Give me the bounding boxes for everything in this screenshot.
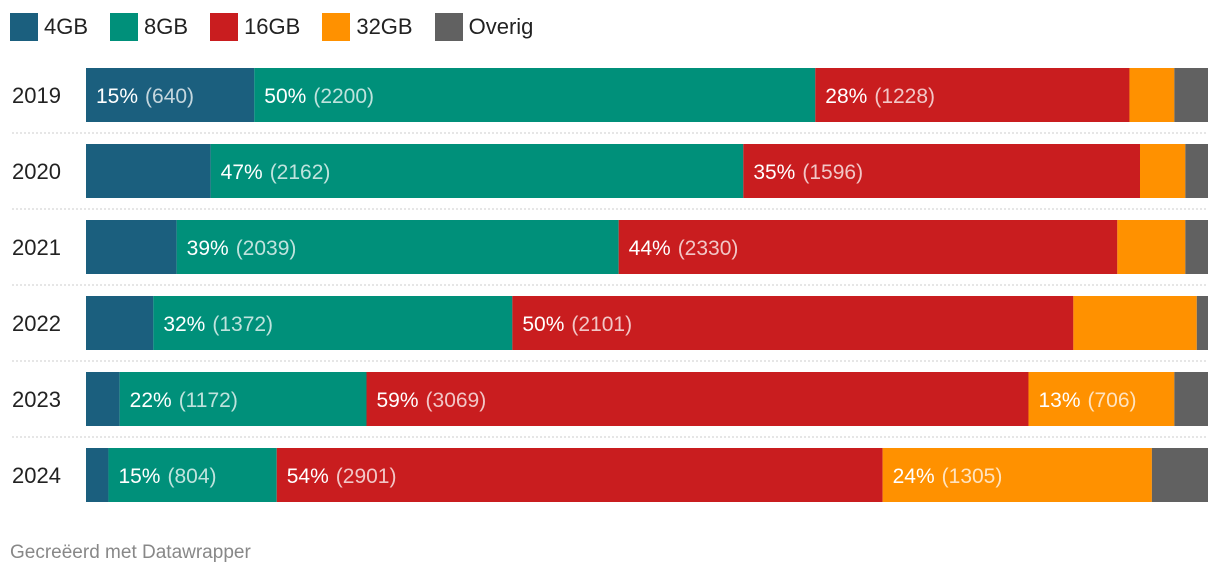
data-label-percent: 13% xyxy=(1038,389,1080,412)
bar-segment-8gb xyxy=(210,144,744,198)
legend-label: 4GB xyxy=(44,14,89,39)
legend-item-8gb: 8GB xyxy=(110,13,188,41)
data-label-count: (2039) xyxy=(236,237,297,260)
legend-label: 8GB xyxy=(144,14,189,39)
data-label-count: (1372) xyxy=(212,313,273,336)
bar-data-label: 44% (2330) xyxy=(629,237,739,260)
data-label-count: (1596) xyxy=(802,161,863,184)
bar-data-label: 50% (2200) xyxy=(264,85,374,108)
data-label-count: (1172) xyxy=(179,389,238,412)
bar-segment-overig xyxy=(1185,220,1208,274)
bar-segment-overig xyxy=(1174,372,1208,426)
bar-segment-16gb xyxy=(618,220,1118,274)
bar-segment-overig xyxy=(1185,144,1208,198)
legend-label: Overig xyxy=(468,14,534,39)
footer-credit: Gecreëerd met Datawrapper xyxy=(10,542,251,563)
data-label-percent: 47% xyxy=(221,161,263,184)
data-label-count: (706) xyxy=(1088,389,1137,412)
data-label-percent: 24% xyxy=(893,465,935,488)
data-label-percent: 15% xyxy=(118,465,160,488)
legend-swatch xyxy=(210,13,239,41)
data-label-count: (2901) xyxy=(336,465,397,488)
bar-data-label: 35% (1596) xyxy=(753,161,863,184)
bar-segment-32gb xyxy=(1140,144,1186,198)
legend-swatch xyxy=(434,13,463,41)
legend-label: 32GB xyxy=(356,14,413,39)
row-label: 2019 xyxy=(12,83,61,108)
legend-swatch xyxy=(110,13,139,41)
legend-label: 16GB xyxy=(244,14,301,39)
legend-swatch xyxy=(322,13,351,41)
legend-item-4gb: 4GB xyxy=(10,13,88,41)
bar-data-label: 50% (2101) xyxy=(522,313,632,336)
stacked-bar-chart: 2019 15% (640) 50% (2200) 28% (1228) 2020 47% (21… xyxy=(12,68,1208,502)
row-label: 2020 xyxy=(12,159,61,184)
legend-item-overig: Overig xyxy=(434,13,534,41)
row-label: 2021 xyxy=(12,235,61,260)
bar-data-label: 13% (706) xyxy=(1038,389,1136,412)
legend-item-16gb: 16GB xyxy=(210,13,300,41)
data-label-percent: 15% xyxy=(96,85,138,108)
data-label-count: (1305) xyxy=(942,465,1003,488)
data-label-percent: 32% xyxy=(163,313,205,336)
bar-segment-overig xyxy=(1196,296,1208,350)
data-label-percent: 35% xyxy=(753,161,795,184)
data-label-count: (1228) xyxy=(874,85,935,108)
bar-segment-4gb xyxy=(86,220,177,274)
data-label-percent: 50% xyxy=(522,313,564,336)
bar-segment-32gb xyxy=(882,448,1152,502)
data-label-count: (3069) xyxy=(426,389,487,412)
row-label: 2022 xyxy=(12,311,61,336)
bar-segment-8gb xyxy=(176,220,619,274)
bar-segment-16gb xyxy=(815,68,1130,122)
bar-segment-16gb xyxy=(512,296,1074,350)
bar-segment-8gb xyxy=(108,448,277,502)
bar-data-label: 47% (2162) xyxy=(221,161,331,184)
legend: 4GB 8GB 16GB 32GB Overig xyxy=(10,12,555,42)
bar-segment-8gb xyxy=(119,372,367,426)
data-label-percent: 39% xyxy=(187,237,229,260)
legend-swatch xyxy=(10,13,38,41)
row-label: 2023 xyxy=(12,387,61,412)
data-label-count: (640) xyxy=(145,85,194,108)
bar-data-label: 39% (2039) xyxy=(187,237,297,260)
data-label-percent: 22% xyxy=(130,389,172,412)
bar-segment-32gb xyxy=(1117,220,1186,274)
bar-segment-4gb xyxy=(86,372,120,426)
row-label: 2024 xyxy=(12,463,61,488)
bar-data-label: 15% (640) xyxy=(96,85,194,108)
data-label-count: (2162) xyxy=(270,161,331,184)
bar-segment-16gb xyxy=(743,144,1140,198)
bar-segment-16gb xyxy=(276,448,883,502)
bar-data-label: 15% (804) xyxy=(118,465,216,488)
bar-data-label: 28% (1228) xyxy=(825,85,935,108)
bar-segment-4gb xyxy=(86,448,109,502)
data-label-count: (804) xyxy=(167,465,216,488)
data-label-percent: 59% xyxy=(377,389,419,412)
legend-item-32gb: 32GB xyxy=(322,13,413,41)
bar-segment-32gb xyxy=(1073,296,1197,350)
bar-segment-16gb xyxy=(366,372,1029,426)
data-label-percent: 54% xyxy=(287,465,329,488)
bar-segment-32gb xyxy=(1028,372,1175,426)
bar-segment-4gb xyxy=(86,68,255,122)
bar-segment-overig xyxy=(1151,448,1208,502)
bar-segment-32gb xyxy=(1129,68,1175,122)
bar-data-label: 54% (2901) xyxy=(287,465,397,488)
bar-segment-8gb xyxy=(254,68,816,122)
bar-segment-overig xyxy=(1174,68,1208,122)
data-label-percent: 44% xyxy=(629,237,671,260)
data-label-percent: 28% xyxy=(825,85,867,108)
bar-segment-8gb xyxy=(153,296,513,350)
bar-segment-4gb xyxy=(86,296,154,350)
bar-data-label: 24% (1305) xyxy=(893,465,1003,488)
data-label-count: (2200) xyxy=(313,85,374,108)
data-label-percent: 50% xyxy=(264,85,306,108)
bar-segment-4gb xyxy=(86,144,211,198)
bar-data-label: 22% (1172) xyxy=(130,389,238,412)
bar-data-label: 59% (3069) xyxy=(377,389,487,412)
data-label-count: (2330) xyxy=(678,237,739,260)
bar-data-label: 32% (1372) xyxy=(163,313,273,336)
data-label-count: (2101) xyxy=(571,313,632,336)
